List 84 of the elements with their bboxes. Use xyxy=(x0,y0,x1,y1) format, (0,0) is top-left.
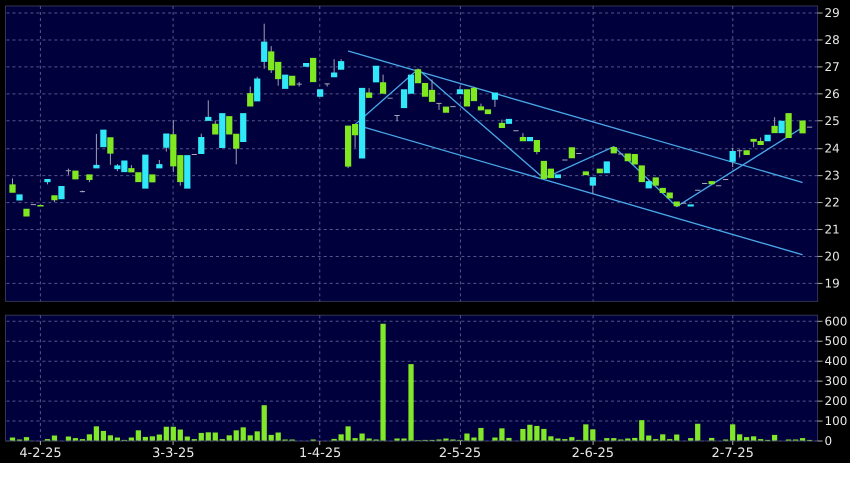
y-tick-label: 21 xyxy=(824,222,840,237)
x-tick-label: 2-6-25 xyxy=(572,446,614,461)
x-tick-label: 1-4-25 xyxy=(298,446,342,461)
bar xyxy=(359,434,365,441)
candlestick xyxy=(568,147,575,158)
y-tick-label: 200 xyxy=(824,394,848,408)
y-tick-label: 500 xyxy=(824,334,848,348)
candlestick xyxy=(254,76,260,102)
bar xyxy=(492,438,498,441)
bar xyxy=(709,438,714,441)
bar xyxy=(527,424,533,441)
bar xyxy=(86,434,92,441)
bar xyxy=(772,434,778,441)
candlestick xyxy=(198,133,204,154)
candlestick xyxy=(261,23,268,70)
candlestick xyxy=(492,92,498,108)
candlestick xyxy=(785,113,792,138)
bar xyxy=(464,434,470,441)
bar xyxy=(471,438,477,441)
candlestick xyxy=(778,120,785,134)
candlestick xyxy=(604,161,610,174)
bar xyxy=(24,437,30,441)
candlestick xyxy=(205,100,212,121)
y-tick-label: 26 xyxy=(824,87,840,102)
bar xyxy=(108,435,114,441)
bar xyxy=(499,428,505,441)
candlestick xyxy=(590,177,596,194)
candlestick xyxy=(534,140,540,155)
x-tick-label: 4-2-25 xyxy=(19,446,62,461)
candlestick xyxy=(338,58,344,70)
candlestick xyxy=(310,58,316,82)
x-tick-label: 3-3-25 xyxy=(152,446,194,461)
y-tick-label: 23 xyxy=(824,168,840,182)
bar xyxy=(52,436,58,441)
bar xyxy=(100,430,106,441)
y-tick-label: 24 xyxy=(824,141,840,156)
candlestick xyxy=(372,66,380,82)
candlestick xyxy=(58,186,65,200)
bar xyxy=(800,438,806,441)
candlestick xyxy=(638,165,645,182)
x-tick-label: 2-5-25 xyxy=(438,446,482,461)
y-tick-label: 0 xyxy=(824,434,832,448)
candlestick xyxy=(100,130,107,148)
candlestick xyxy=(93,133,100,168)
candlestick xyxy=(366,88,372,98)
bar xyxy=(520,428,526,441)
bar xyxy=(506,438,512,441)
y-tick-label: 27 xyxy=(824,60,840,74)
candlestick xyxy=(107,137,114,166)
candlestick xyxy=(799,120,806,134)
y-tick-label: 19 xyxy=(824,276,840,291)
y-tick-label: 29 xyxy=(824,6,840,20)
candlestick xyxy=(436,102,442,110)
bar xyxy=(10,438,16,441)
candlestick xyxy=(414,68,422,84)
candlestick xyxy=(282,74,288,89)
y-tick-label: 400 xyxy=(824,354,848,368)
y-tick-label: 20 xyxy=(824,250,840,264)
y-tick-label: 28 xyxy=(824,32,840,47)
bar xyxy=(345,426,351,441)
bar xyxy=(94,426,100,441)
candlestick xyxy=(9,178,16,193)
candlestick xyxy=(163,133,170,152)
candlestick xyxy=(212,120,218,134)
bar xyxy=(338,434,344,441)
y-tick-label: 600 xyxy=(824,314,848,328)
bar xyxy=(534,426,540,441)
bar xyxy=(408,364,414,441)
bar xyxy=(72,438,78,441)
candlestick xyxy=(730,147,736,168)
candlestick xyxy=(247,86,254,107)
y-tick-label: 25 xyxy=(824,114,840,128)
bar xyxy=(352,438,358,441)
bar xyxy=(478,428,484,441)
bar xyxy=(380,324,386,441)
y-tick-label: 300 xyxy=(824,374,848,388)
y-tick-label: 22 xyxy=(824,195,840,210)
candlestick xyxy=(380,74,386,94)
x-tick-label: 2-7-25 xyxy=(711,446,754,461)
y-tick-label: 100 xyxy=(824,414,848,428)
candlestick xyxy=(331,58,338,78)
bar xyxy=(114,438,120,441)
bar xyxy=(66,436,72,441)
candlestick xyxy=(771,116,778,134)
